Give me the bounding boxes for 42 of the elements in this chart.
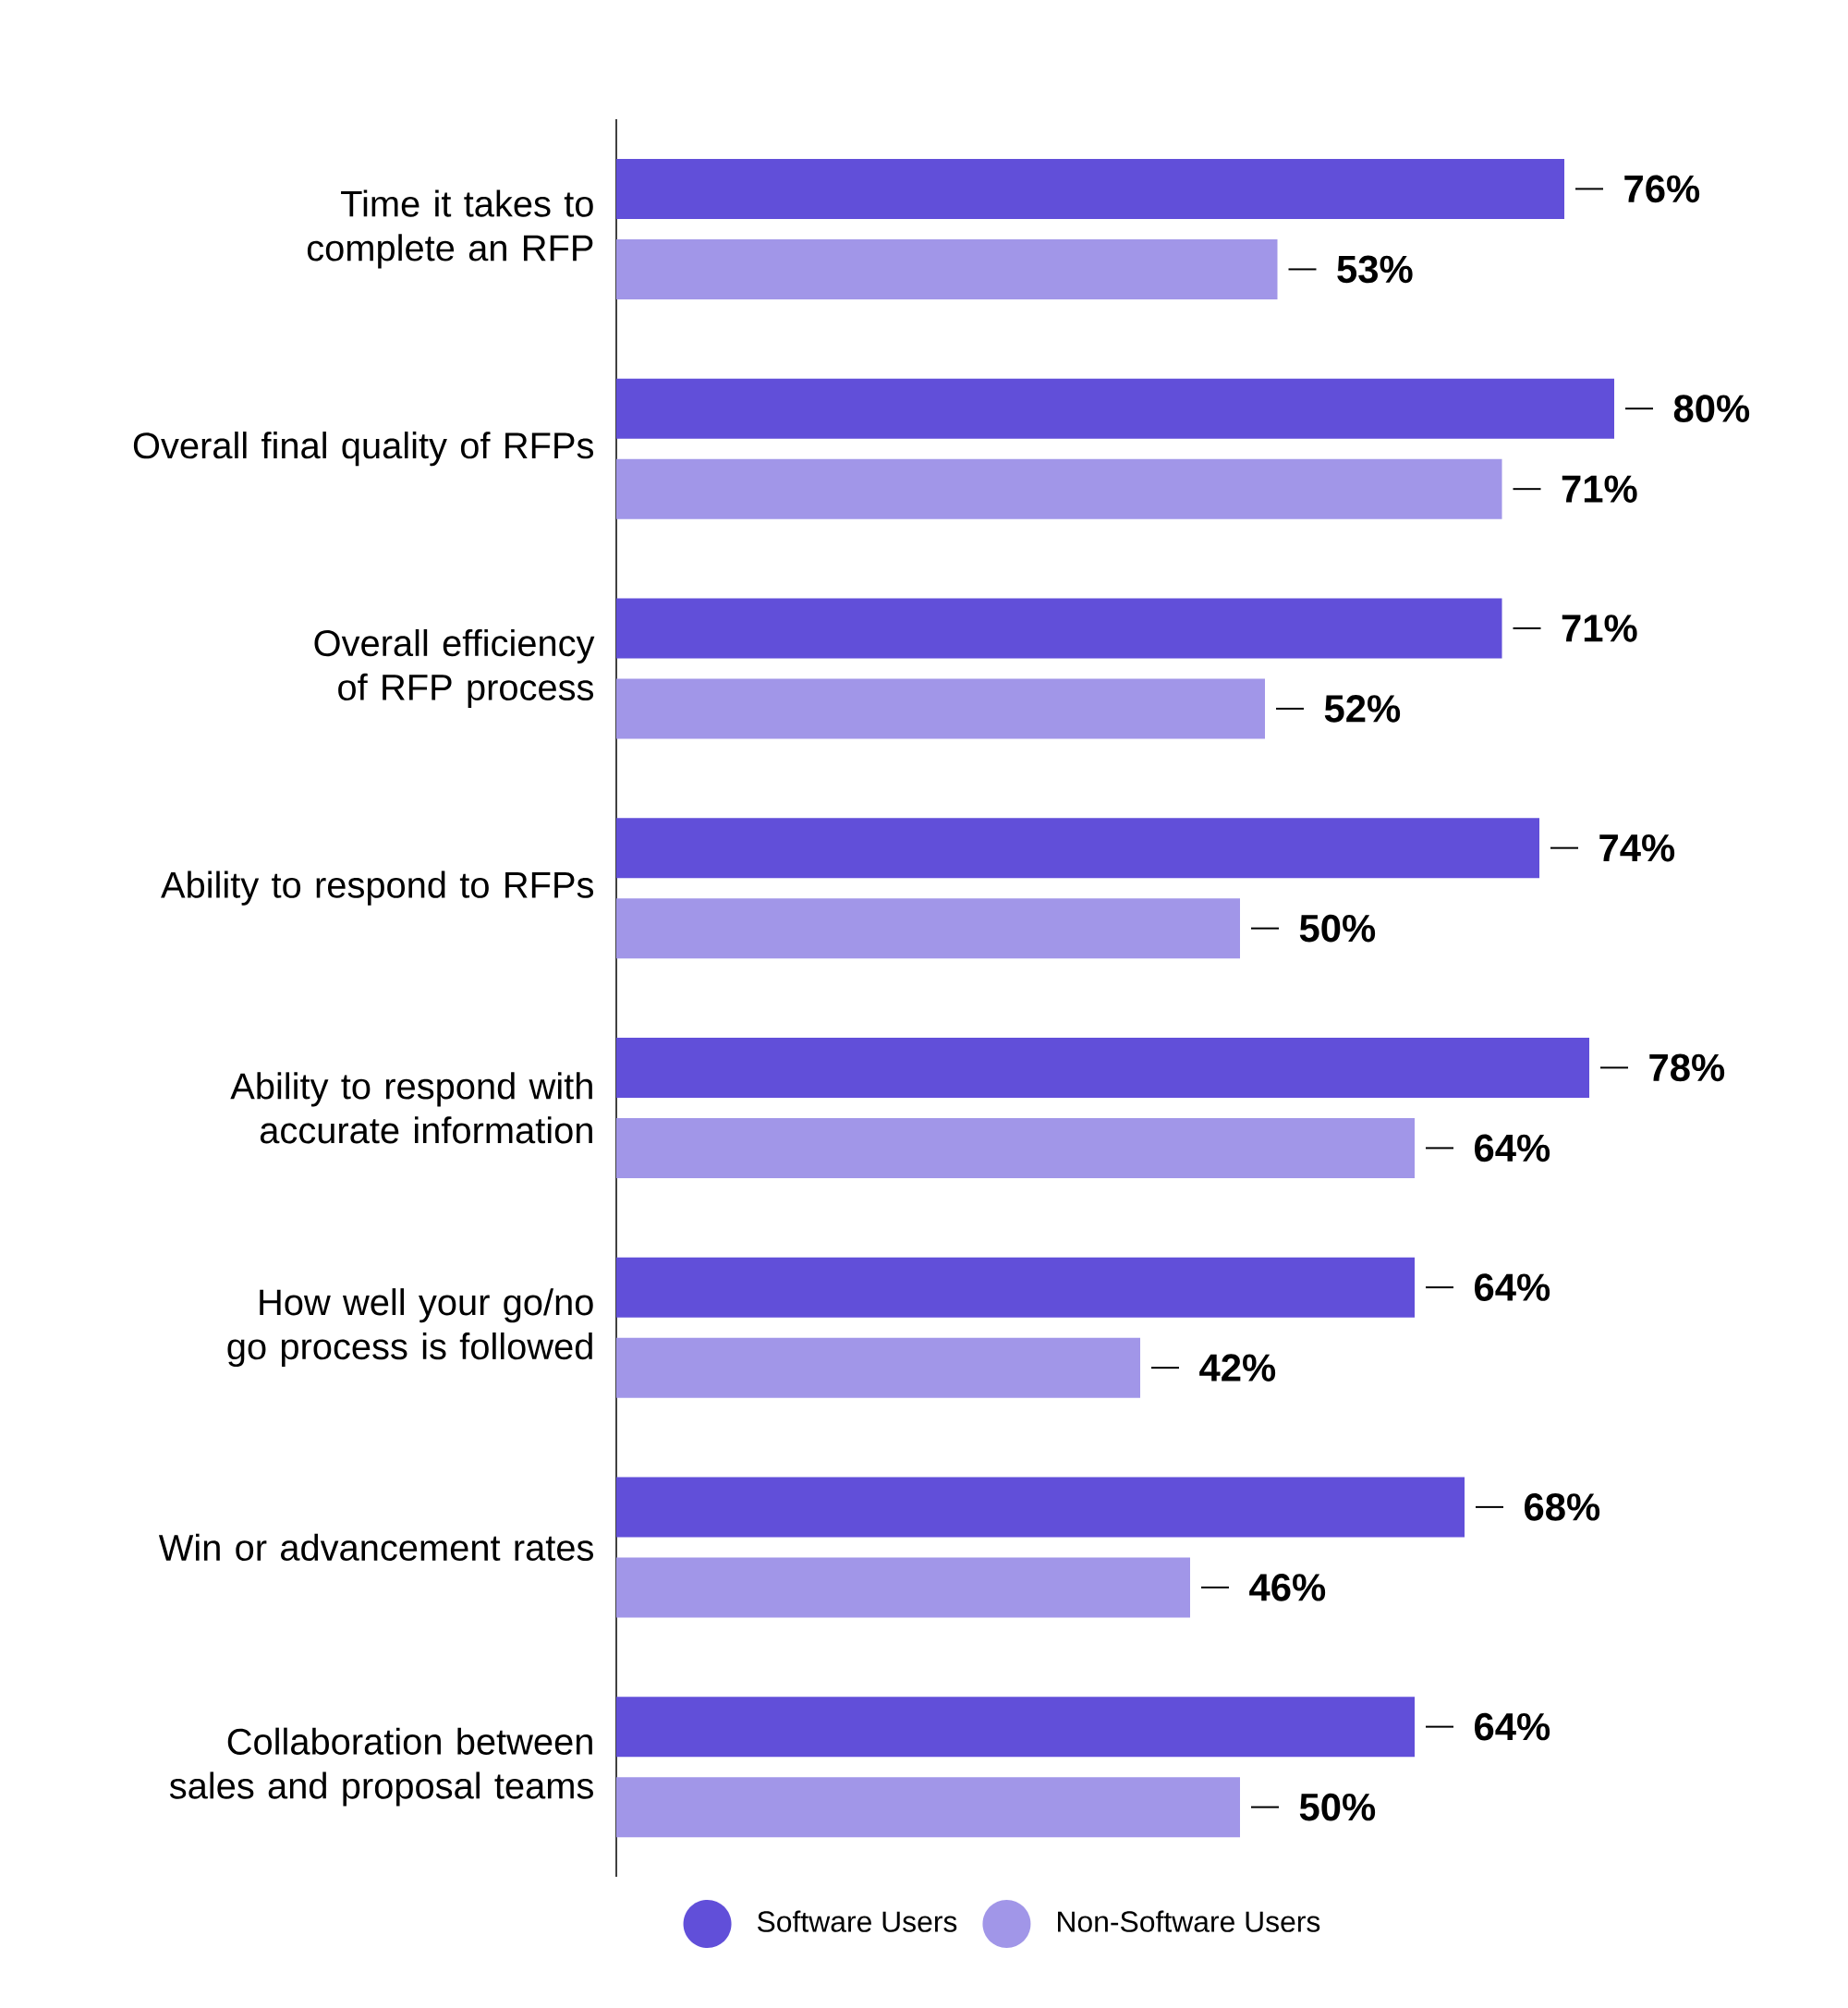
bar — [615, 158, 1564, 219]
data-label: 64% — [1475, 1273, 1550, 1301]
bar — [615, 378, 1614, 439]
data-label: 52% — [1324, 695, 1401, 723]
data-label: 64% — [1475, 1712, 1550, 1741]
bar — [615, 1257, 1415, 1318]
data-label: 68% — [1525, 1493, 1600, 1521]
bar — [615, 1037, 1589, 1098]
data-label: 74% — [1599, 834, 1675, 862]
y-tick-label: Collaboration between sales and proposal teams — [169, 1727, 593, 1807]
y-tick-label: Overall final quality of RFPs — [133, 432, 593, 467]
data-label: 78% — [1649, 1053, 1725, 1082]
data-label: 80% — [1673, 395, 1750, 422]
bar — [615, 1117, 1415, 1178]
y-tick-label: Ability to respond to RFPs — [161, 870, 594, 906]
data-label: 76% — [1624, 175, 1700, 203]
bar — [615, 1697, 1415, 1758]
data-label: 71% — [1562, 615, 1637, 642]
data-label: 53% — [1337, 255, 1413, 284]
data-label: 42% — [1199, 1354, 1276, 1381]
y-tick-label: Overall efficiency of RFP process — [314, 628, 595, 708]
y-tick-label: Time it takes to complete an RFP — [307, 189, 593, 269]
legend-label: Non-Software Users — [1058, 1910, 1320, 1932]
bar — [615, 1777, 1240, 1838]
bar — [615, 898, 1240, 959]
bar — [615, 598, 1502, 659]
bar — [615, 678, 1265, 739]
y-tick-label: Ability to respond with accurate information — [230, 1072, 592, 1144]
data-label: 50% — [1299, 1793, 1376, 1821]
y-tick-label: How well your go/no go process is followed — [227, 1288, 593, 1368]
bar — [615, 238, 1278, 299]
bar — [615, 458, 1502, 519]
bar — [615, 818, 1539, 879]
data-label: 64% — [1475, 1134, 1550, 1162]
data-label: 46% — [1249, 1574, 1326, 1601]
bar — [615, 1477, 1465, 1538]
y-tick-label: Win or advancement rates — [158, 1533, 593, 1562]
legend-label: Software Users — [757, 1910, 957, 1932]
bar — [615, 1337, 1140, 1398]
data-label: 50% — [1299, 914, 1376, 943]
bar — [615, 1557, 1190, 1618]
data-label: 71% — [1562, 475, 1637, 503]
